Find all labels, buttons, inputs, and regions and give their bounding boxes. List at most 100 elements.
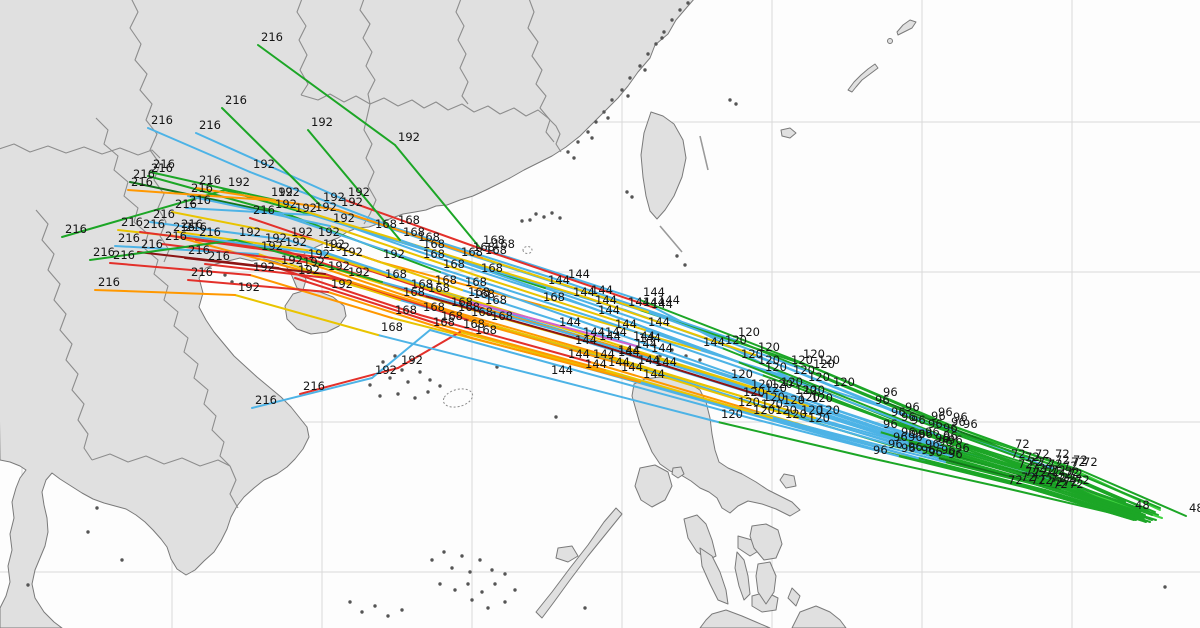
forecast-hour-label: 72	[1038, 455, 1053, 469]
forecast-hour-label: 216	[188, 243, 210, 257]
coastal-islets-and-reefs	[26, 1, 1167, 618]
islet-dot	[602, 110, 606, 114]
forecast-hour-label: 72	[1055, 453, 1070, 467]
track-segment	[489, 251, 656, 309]
forecast-hour-label: 168	[385, 267, 407, 281]
island-leyte	[755, 561, 777, 605]
islet-dot	[638, 64, 642, 68]
track-segment	[869, 457, 1006, 489]
forecast-hour-label: 72	[1075, 473, 1090, 487]
island-cebu	[734, 551, 751, 601]
forecast-hour-label: 216	[253, 203, 275, 217]
islet-dot	[373, 604, 377, 608]
forecast-hour-label: 72	[1033, 465, 1048, 479]
forecast-hour-label: 144	[573, 285, 595, 299]
track-segment	[185, 207, 313, 216]
islet-dot	[646, 52, 650, 56]
forecast-hour-label: 144	[618, 345, 640, 359]
forecast-hour-label: 96	[925, 425, 940, 439]
forecast-hour-label: 96	[888, 437, 903, 451]
track-segment	[187, 279, 329, 293]
track-segment	[204, 263, 346, 281]
track-segment	[235, 239, 383, 283]
track-segment	[487, 323, 653, 371]
track-segment	[467, 319, 636, 369]
forecast-hour-label: 96	[901, 410, 916, 424]
track-segment	[307, 129, 401, 241]
forecast-hour-label: 120	[818, 353, 840, 367]
islet-dot	[670, 348, 674, 352]
track-segment	[419, 314, 591, 363]
track-segment	[944, 461, 1067, 493]
forecast-hour-label: 144	[648, 315, 670, 329]
batan-islands-dash	[659, 225, 683, 253]
forecast-hour-label: 144	[651, 341, 673, 355]
track-segment	[471, 337, 641, 383]
track-segment	[344, 279, 489, 325]
forecast-hour-label: 96	[948, 447, 963, 461]
track-segment	[327, 291, 473, 339]
track-segment	[589, 361, 759, 413]
islet-dot	[468, 570, 472, 574]
islet-dot	[554, 415, 558, 419]
islet-dot	[503, 600, 507, 604]
track-segment	[271, 211, 421, 263]
track-segment	[1014, 471, 1125, 511]
islet-dot	[426, 390, 430, 394]
islet-dot	[654, 42, 658, 46]
forecast-hour-label: 168	[543, 290, 565, 304]
forecast-hour-label: 96	[925, 437, 940, 451]
islet-dot	[223, 273, 227, 277]
forecast-hour-label: 144	[638, 353, 660, 367]
islet-dot	[486, 606, 490, 610]
track-segment	[221, 107, 321, 206]
forecast-hour-label: 168	[423, 247, 445, 261]
forecast-hour-label: 192	[291, 225, 313, 239]
track-segment	[804, 425, 946, 463]
track-segment	[947, 429, 1069, 471]
islet-dot	[630, 195, 634, 199]
forecast-hour-label: 72	[1038, 473, 1053, 487]
islet-dot	[348, 600, 352, 604]
forecast-hour-label: 144	[568, 267, 590, 281]
forecast-hour-label: 120	[791, 353, 813, 367]
forecast-hour-label: 72	[1063, 459, 1078, 473]
forecast-hour-label: 96	[951, 415, 966, 429]
track-segment	[234, 294, 379, 336]
forecast-hour-label: 216	[191, 181, 213, 195]
islet-dot	[438, 384, 442, 388]
track-segment	[949, 424, 1071, 469]
track-segment	[371, 329, 431, 379]
track-segment	[1067, 469, 1161, 509]
track-segment	[917, 457, 1046, 491]
islet-dot	[442, 550, 446, 554]
forecast-hour-label: 168	[423, 300, 445, 314]
track-segment	[601, 339, 769, 393]
forecast-hour-label: 72	[1028, 455, 1043, 469]
forecast-hour-label: 168	[485, 293, 507, 307]
islet-dot	[26, 583, 30, 587]
forecast-hour-label: 96	[955, 441, 970, 455]
forecast-hour-label: 144	[639, 331, 661, 345]
forecast-hour-label: 96	[901, 425, 916, 439]
track-segment	[901, 414, 1033, 463]
forecast-hour-label: 144	[595, 293, 617, 307]
forecast-hour-label: 216	[98, 275, 120, 289]
forecast-hour-label: 120	[758, 340, 780, 354]
forecast-hour-label: 120	[731, 367, 753, 381]
forecast-hour-label: 192	[348, 265, 370, 279]
forecast-hour-label: 144	[593, 347, 615, 361]
track-segment	[614, 359, 761, 406]
forecast-hour-label: 144	[591, 283, 613, 297]
islet-dot	[626, 94, 630, 98]
forecast-hour-label: 96	[883, 417, 898, 431]
forecast-hour-label: 120	[725, 333, 747, 347]
track-segment	[651, 369, 816, 419]
track-segment	[897, 455, 1029, 489]
forecast-hour-label: 96	[911, 427, 926, 441]
track-segment	[195, 132, 346, 201]
forecast-hour-label: 144	[568, 347, 590, 361]
track-segment	[181, 234, 326, 256]
track-segment	[394, 227, 566, 283]
track-segment	[904, 444, 1031, 481]
